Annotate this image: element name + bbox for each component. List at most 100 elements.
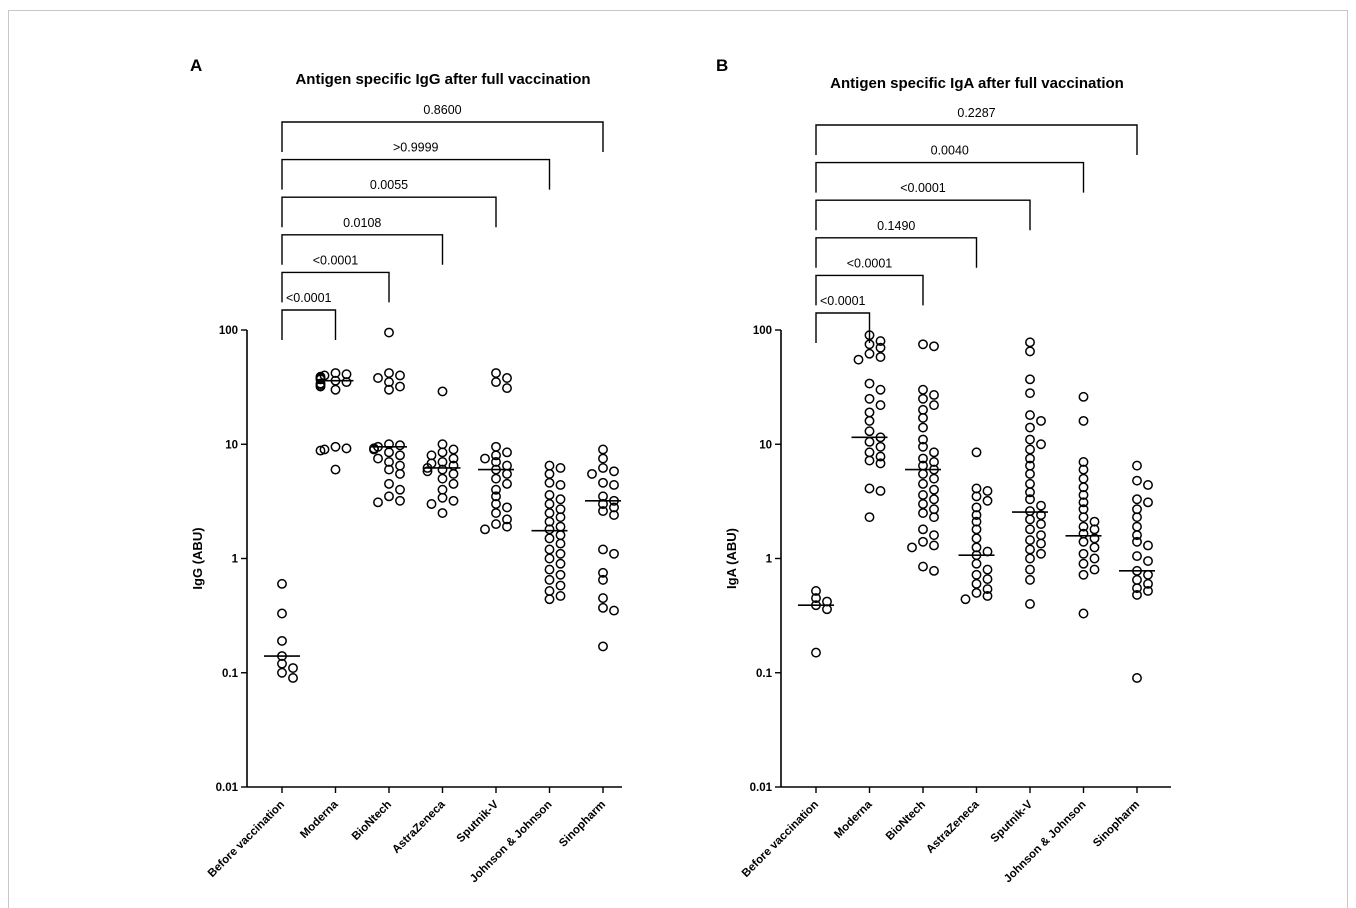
data-point	[1025, 468, 1035, 479]
data-point	[918, 393, 928, 404]
p-value-label: <0.0001	[286, 291, 332, 305]
data-point	[315, 374, 326, 385]
data-point	[1078, 569, 1089, 580]
data-point	[875, 352, 886, 362]
data-point	[1025, 487, 1035, 498]
data-point	[1143, 556, 1153, 566]
comparison-bracket	[281, 158, 551, 190]
data-point	[384, 491, 394, 502]
data-point	[1036, 530, 1046, 541]
data-point	[929, 540, 939, 551]
data-point	[598, 567, 608, 578]
data-point	[422, 466, 433, 477]
data-point	[555, 569, 566, 580]
comparison-bracket	[815, 124, 1138, 155]
data-point	[918, 489, 928, 500]
data-point	[609, 502, 619, 513]
data-point	[598, 602, 608, 613]
data-point	[491, 377, 501, 388]
data-point	[864, 393, 875, 404]
data-point	[982, 591, 993, 601]
p-value-label: 0.0040	[931, 144, 969, 158]
data-point	[491, 441, 501, 452]
data-point	[502, 502, 512, 513]
data-point	[1132, 673, 1142, 683]
data-point	[1143, 578, 1153, 589]
data-point	[929, 473, 939, 484]
y-axis-label: IgA (ABU)	[724, 528, 739, 589]
data-point	[384, 464, 394, 475]
data-point	[555, 512, 566, 523]
data-point	[598, 506, 608, 517]
data-point	[491, 508, 501, 518]
data-point	[384, 447, 394, 458]
data-point	[395, 468, 405, 479]
data-point	[1132, 574, 1142, 585]
data-point	[598, 641, 608, 652]
data-point	[1089, 516, 1100, 527]
data-point	[480, 453, 490, 464]
chart-panel-a: A Antigen specific IgG after full vaccina…	[190, 56, 622, 885]
data-point	[491, 519, 501, 530]
data-point	[341, 443, 352, 454]
data-point	[609, 548, 619, 559]
data-point	[1143, 540, 1153, 551]
data-point	[587, 468, 597, 479]
data-point	[384, 327, 394, 338]
data-point	[875, 384, 886, 395]
data-point	[1078, 482, 1089, 493]
data-point	[929, 530, 939, 541]
data-point	[448, 495, 459, 506]
data-point	[864, 447, 875, 458]
data-point	[1025, 478, 1035, 489]
data-point	[491, 491, 501, 502]
data-point	[960, 594, 971, 605]
x-tick-label: Moderna	[298, 798, 341, 841]
y-tick-label: 0.1	[756, 668, 773, 680]
data-point	[384, 368, 394, 378]
data-point	[1078, 536, 1089, 547]
y-tick-label: 0.01	[750, 782, 773, 794]
x-tick-label: Sinopharm	[557, 799, 608, 850]
data-point	[598, 544, 608, 555]
data-point	[544, 508, 555, 518]
data-point	[555, 591, 566, 601]
x-tick-label: Before vaccination	[740, 799, 821, 880]
data-point	[1025, 346, 1035, 357]
data-point	[544, 553, 555, 564]
data-point	[918, 468, 928, 479]
data-point	[288, 663, 298, 673]
data-point	[544, 585, 555, 596]
data-point	[971, 502, 982, 513]
data-point	[426, 450, 437, 461]
y-tick-label: 1	[232, 554, 239, 566]
data-point	[395, 484, 405, 495]
data-point	[395, 381, 405, 392]
data-point	[448, 468, 459, 479]
data-point	[502, 383, 512, 394]
data-point	[1025, 514, 1035, 525]
data-point	[1078, 391, 1089, 402]
p-value-label: 0.0108	[343, 216, 381, 230]
data-point	[1132, 512, 1142, 523]
data-point	[384, 456, 394, 467]
data-point	[598, 593, 608, 604]
data-point	[555, 530, 566, 541]
data-point	[1132, 589, 1142, 600]
data-point	[395, 495, 405, 506]
data-point	[502, 373, 512, 383]
data-point	[437, 439, 448, 450]
data-point	[1078, 415, 1089, 426]
data-point	[1132, 504, 1142, 515]
figure-frame	[8, 10, 1348, 908]
x-tick-label: AstraZeneca	[390, 798, 448, 856]
data-point	[929, 494, 939, 505]
data-point	[373, 373, 383, 383]
data-point	[1025, 410, 1035, 421]
data-point	[982, 486, 993, 496]
data-point	[544, 594, 555, 605]
data-point	[315, 445, 326, 456]
data-point	[971, 587, 982, 598]
data-point	[555, 580, 566, 591]
y-tick-label: 1	[766, 554, 773, 566]
